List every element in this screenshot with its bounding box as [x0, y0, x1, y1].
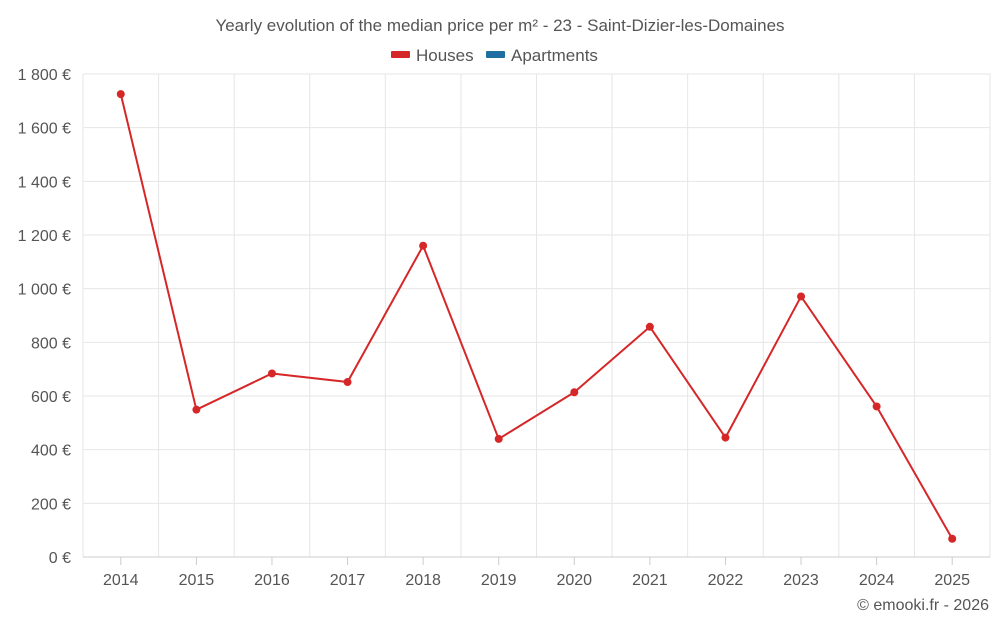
- x-tick-label: 2023: [783, 572, 819, 589]
- series: [116, 90, 957, 543]
- legend: Houses Apartments: [391, 46, 598, 65]
- grid: [82, 73, 991, 557]
- y-tick-label: 0 €: [49, 550, 71, 567]
- data-point-houses-2025[interactable]: [948, 534, 957, 543]
- y-tick-label: 1 200 €: [18, 228, 71, 245]
- legend-label-houses[interactable]: Houses: [416, 46, 474, 65]
- data-point-houses-2020[interactable]: [570, 388, 579, 397]
- y-tick-label: 1 400 €: [18, 174, 71, 191]
- y-tick-label: 600 €: [31, 389, 71, 406]
- x-tick-label: 2022: [708, 572, 744, 589]
- data-point-houses-2017[interactable]: [343, 378, 352, 387]
- x-tick-label: 2014: [103, 572, 139, 589]
- legend-label-apartments[interactable]: Apartments: [511, 46, 598, 65]
- axes: 0 € 200 € 400 € 600 € 800 € 1 000 € 1 200 € 1 4…: [18, 67, 990, 589]
- legend-swatch-houses[interactable]: [391, 51, 410, 58]
- y-tick-label: 1 800 €: [18, 67, 71, 84]
- y-tick-label: 400 €: [31, 443, 71, 460]
- data-point-houses-2018[interactable]: [419, 241, 428, 250]
- chart-title: Yearly evolution of the median price per…: [215, 16, 784, 35]
- x-tick-label: 2024: [859, 572, 895, 589]
- data-point-houses-2022[interactable]: [721, 433, 730, 442]
- y-tick-label: 200 €: [31, 496, 71, 513]
- data-point-houses-2019[interactable]: [494, 434, 503, 443]
- data-point-houses-2021[interactable]: [645, 322, 654, 331]
- legend-swatch-apartments[interactable]: [486, 51, 505, 58]
- y-tick-label: 800 €: [31, 335, 71, 352]
- credit-text: © emooki.fr - 2026: [857, 597, 989, 614]
- x-tick-label: 2017: [330, 572, 366, 589]
- data-point-houses-2016[interactable]: [267, 369, 276, 378]
- x-tick-label: 2018: [405, 572, 441, 589]
- data-point-houses-2024[interactable]: [872, 402, 881, 411]
- y-tick-label: 1 000 €: [18, 282, 71, 299]
- data-point-houses-2014[interactable]: [116, 90, 125, 99]
- x-tick-label: 2019: [481, 572, 517, 589]
- data-point-houses-2015[interactable]: [192, 405, 201, 414]
- y-tick-label: 1 600 €: [18, 121, 71, 138]
- x-tick-label: 2025: [934, 572, 970, 589]
- x-tick-label: 2015: [179, 572, 215, 589]
- x-tick-label: 2016: [254, 572, 290, 589]
- data-point-houses-2023[interactable]: [797, 292, 806, 301]
- x-tick-label: 2021: [632, 572, 668, 589]
- x-tick-label: 2020: [556, 572, 592, 589]
- series-line-houses: [119, 93, 954, 540]
